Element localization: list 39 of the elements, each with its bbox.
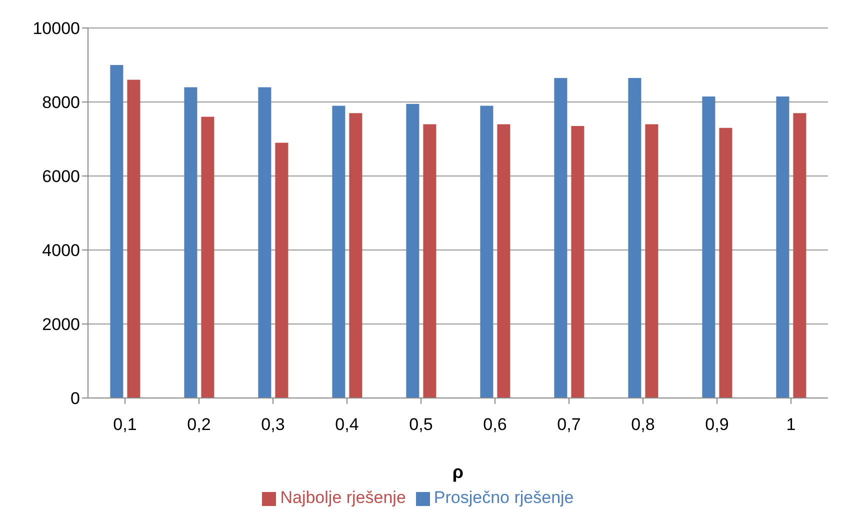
bar — [349, 113, 362, 398]
x-axis-title: ρ — [452, 462, 464, 482]
bar — [497, 124, 510, 398]
bar — [571, 126, 584, 398]
y-tick-label: 2000 — [42, 315, 80, 334]
x-tick-label: 0,2 — [187, 415, 211, 434]
x-tick-label: 0,3 — [261, 415, 285, 434]
bar — [275, 142, 288, 398]
bar — [793, 113, 806, 398]
x-tick-label: 0,6 — [483, 415, 507, 434]
x-tick-label: 0,4 — [335, 415, 359, 434]
bar — [645, 124, 658, 398]
bar — [480, 106, 494, 398]
x-tick-label: 0,9 — [705, 415, 729, 434]
bar — [184, 87, 198, 398]
x-tick-label: 0,8 — [631, 415, 655, 434]
bar — [423, 124, 436, 398]
x-tick-label: 0,7 — [557, 415, 581, 434]
y-tick-label: 10000 — [32, 19, 80, 38]
bar — [332, 106, 346, 398]
bar — [628, 78, 642, 398]
y-tick-label: 8000 — [42, 93, 80, 112]
y-tick-label: 4000 — [42, 241, 80, 260]
y-tick-label: 0 — [70, 389, 80, 408]
x-tick-label: 1 — [786, 415, 796, 434]
bar — [201, 116, 214, 398]
legend-label: Prosječno rješenje — [434, 488, 574, 507]
x-tick-label: 0,5 — [409, 415, 433, 434]
x-tick-label: 0,1 — [113, 415, 137, 434]
legend-label: Najbolje rješenje — [280, 488, 406, 507]
bar — [110, 65, 124, 398]
bar — [554, 78, 568, 398]
bar — [127, 80, 140, 398]
bar — [258, 87, 272, 398]
bar — [702, 96, 716, 398]
bar — [719, 128, 732, 398]
y-tick-label: 6000 — [42, 167, 80, 186]
bar — [776, 96, 790, 398]
bar — [406, 104, 420, 398]
